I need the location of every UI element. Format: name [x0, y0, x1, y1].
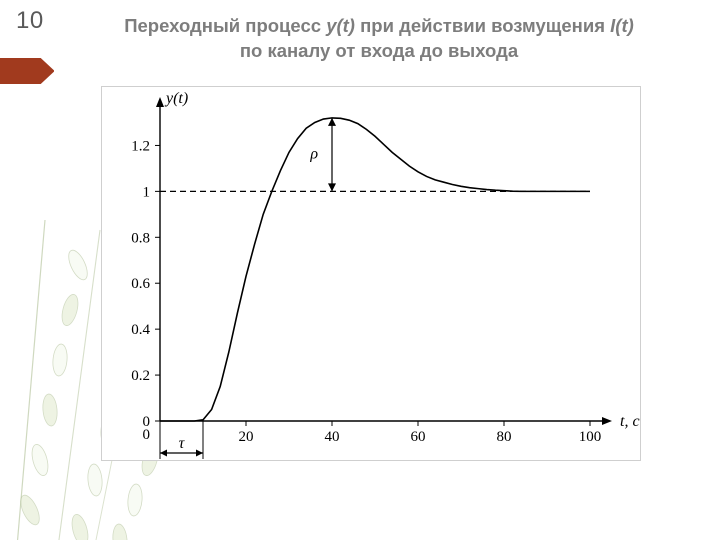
page-badge	[0, 58, 54, 84]
svg-text:40: 40	[325, 429, 340, 445]
svg-text:60: 60	[411, 429, 426, 445]
svg-text:80: 80	[497, 429, 512, 445]
svg-text:0.2: 0.2	[131, 368, 150, 384]
svg-text:100: 100	[579, 429, 602, 445]
chart-container: y(t)t, c2040608010000.20.40.60.811.20ρτ	[101, 86, 641, 461]
svg-text:0.8: 0.8	[131, 230, 150, 246]
svg-text:1.2: 1.2	[131, 138, 150, 154]
svg-text:t, c: t, c	[620, 413, 640, 430]
svg-text:τ: τ	[179, 435, 186, 452]
svg-text:1: 1	[143, 184, 151, 200]
svg-text:0.4: 0.4	[131, 322, 150, 338]
svg-text:0: 0	[143, 427, 151, 443]
svg-text:ρ: ρ	[309, 146, 318, 163]
transient-response-chart: y(t)t, c2040608010000.20.40.60.811.20ρτ	[102, 87, 642, 462]
page-number: 10	[16, 8, 34, 33]
svg-text:20: 20	[239, 429, 254, 445]
svg-text:0.6: 0.6	[131, 276, 150, 292]
slide-title: Переходный процесс y(t) при действии воз…	[78, 14, 680, 64]
svg-text:y(t): y(t)	[164, 90, 188, 107]
